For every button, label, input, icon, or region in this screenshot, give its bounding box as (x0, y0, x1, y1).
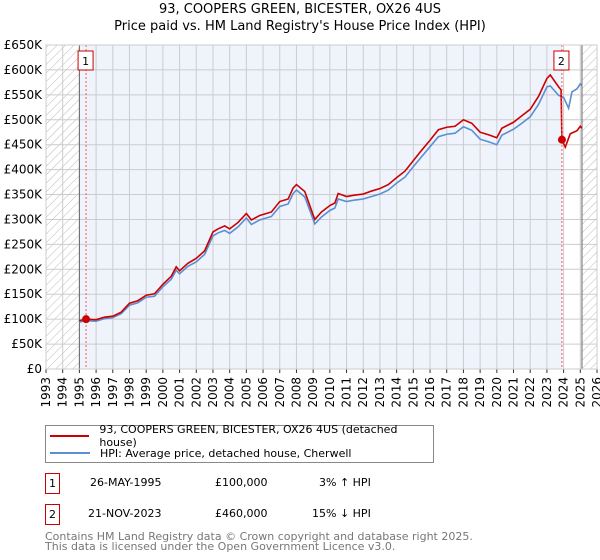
x-tick-label: 2004 (223, 377, 237, 408)
y-tick-label: £500K (4, 113, 44, 127)
legend-item-hpi: HPI: Average price, detached house, Cher… (50, 445, 351, 461)
y-tick-label: £300K (4, 212, 44, 226)
y-tick-label: £0 (27, 362, 42, 376)
y-tick-label: £200K (4, 262, 44, 276)
price-paid-line (79, 73, 583, 322)
x-tick-label: 1994 (56, 377, 70, 408)
x-tick-label: 2020 (490, 377, 504, 408)
x-tick-label: 2009 (306, 377, 320, 408)
legend-label: HPI: Average price, detached house, Cher… (100, 446, 352, 460)
legend-swatch (50, 452, 90, 454)
hpi-line (79, 82, 583, 323)
y-tick-label: £650K (4, 38, 44, 52)
x-tick-label: 2001 (173, 377, 187, 408)
legend-label: 93, COOPERS GREEN, BICESTER, OX26 4US (d… (99, 423, 398, 449)
x-tick-label: 2017 (440, 377, 454, 408)
sale-point (82, 315, 91, 324)
x-tick-label: 2026 (590, 377, 600, 408)
transaction-hpi: 3% ↑ HPI (319, 476, 371, 489)
x-tick-label: 2000 (156, 377, 170, 408)
x-tick-label: 1996 (89, 377, 103, 408)
sale-badge-label: 1 (82, 55, 89, 68)
y-tick-label: £350K (4, 188, 44, 202)
x-tick-label: 1995 (72, 377, 86, 408)
transaction-row: 2 21-NOV-2023 £460,000 15% ↓ HPI (45, 504, 445, 525)
x-tick-label: 1999 (139, 377, 153, 408)
x-tick-label: 2006 (256, 377, 270, 408)
chart-svg: £0 £50K £100K £150K £200K £250K £300K £350K £400… (4, 38, 600, 408)
y-tick-label: £100K (4, 312, 44, 326)
legend-item-property: 93, COOPERS GREEN, BICESTER, OX26 4US (d… (50, 423, 433, 449)
x-tick-label: 2025 (573, 377, 587, 408)
x-tick-label: 2014 (390, 377, 404, 408)
x-tick-label: 1997 (106, 377, 120, 408)
y-tick-label: £550K (4, 88, 44, 102)
x-tick-label: 2012 (356, 377, 370, 408)
ownership-shading (79, 45, 562, 369)
transaction-hpi: 15% ↓ HPI (312, 507, 371, 520)
legend-swatch (50, 435, 90, 437)
y-tick-label: £50K (11, 337, 43, 351)
y-tick-label: £600K (4, 63, 44, 77)
y-tick-label: £400K (4, 163, 44, 177)
x-tick-label: 2022 (523, 377, 537, 408)
y-tick-label: £150K (4, 287, 44, 301)
x-tick-label: 2011 (340, 377, 354, 408)
sale-badge-label: 2 (558, 55, 565, 68)
x-tick-label: 2015 (406, 377, 420, 408)
chart-title: 93, COOPERS GREEN, BICESTER, OX26 4US (158, 2, 442, 17)
transaction-price: £460,000 (215, 507, 268, 520)
x-tick-label: 2003 (206, 377, 220, 408)
x-tick-label: 2018 (456, 377, 470, 408)
x-tick-label: 1993 (39, 377, 53, 408)
x-tick-label: 2007 (273, 377, 287, 408)
x-tick-label: 1998 (122, 377, 136, 408)
legend: 93, COOPERS GREEN, BICESTER, OX26 4US (d… (45, 423, 434, 463)
plot-frame (45, 44, 598, 370)
footer-licence: This data is licensed under the Open Gov… (45, 540, 396, 553)
hatched-region (581, 45, 597, 369)
x-tick-label: 2008 (289, 377, 303, 408)
transaction-row: 1 26-MAY-1995 £100,000 3% ↑ HPI (45, 473, 445, 494)
x-tick-label: 2023 (540, 377, 554, 408)
chart-subtitle: Price paid vs. HM Land Registry's House … (114, 19, 486, 34)
x-tick-label: 2010 (323, 377, 337, 408)
transaction-date: 26-MAY-1995 (90, 476, 162, 489)
x-tick-label: 2019 (473, 377, 487, 408)
sale-point (557, 135, 566, 144)
y-tick-label: £450K (4, 138, 44, 152)
x-tick-label: 2021 (507, 377, 521, 408)
transaction-badge: 1 (45, 473, 60, 494)
x-tick-label: 2002 (189, 377, 203, 408)
sale-badge (77, 50, 94, 71)
transaction-date: 21-NOV-2023 (88, 507, 162, 520)
y-tick-label: £250K (4, 237, 44, 251)
x-tick-label: 2005 (239, 377, 253, 408)
transaction-price: £100,000 (215, 476, 268, 489)
sale-badge (553, 50, 570, 71)
footer-copyright: Contains HM Land Registry data © Crown c… (45, 530, 473, 543)
transaction-badge: 2 (45, 504, 60, 525)
x-tick-label: 2013 (373, 377, 387, 408)
x-tick-label: 2024 (557, 377, 571, 408)
x-tick-label: 2016 (423, 377, 437, 408)
